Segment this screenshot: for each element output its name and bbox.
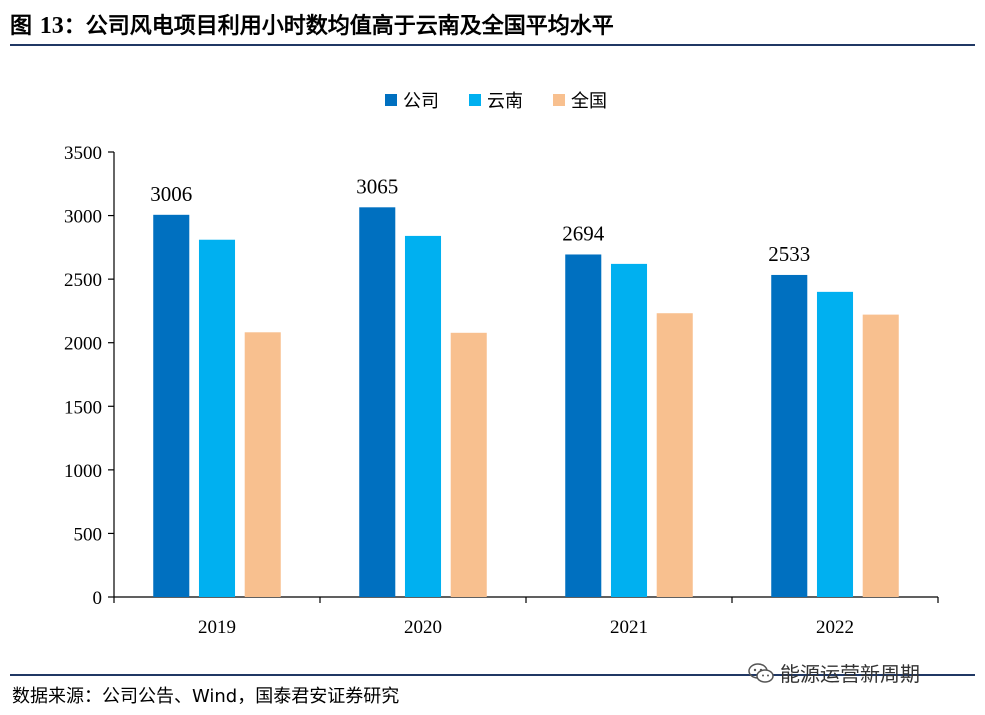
data-label: 2694 <box>562 221 605 245</box>
bar-公司-2019 <box>153 214 190 597</box>
watermark-text: 能源运营新周期 <box>780 662 920 686</box>
figure-title-text: ：公司风电项目利用小时数均值高于云南及全国平均水平 <box>63 14 614 39</box>
y-tick-label: 2000 <box>64 334 102 355</box>
bar-全国-2021 <box>656 313 693 597</box>
bar-公司-2020 <box>359 207 396 598</box>
y-tick-label: 0 <box>93 588 103 609</box>
y-tick-label: 500 <box>74 524 103 545</box>
data-label: 2533 <box>768 242 810 266</box>
bar-series <box>153 207 899 598</box>
y-tick-label: 3000 <box>64 207 102 228</box>
bar-全国-2019 <box>244 332 281 597</box>
source-note: 数据来源：公司公告、Wind，国泰君安证券研究 <box>12 686 400 707</box>
watermark: 能源运营新周期 <box>748 658 920 687</box>
x-tick-label: 2022 <box>816 617 854 638</box>
bar-全国-2022 <box>862 314 899 597</box>
y-axis: 0 500 1000 1500 2000 2500 3000 3500 <box>64 143 115 609</box>
x-axis: 2019 2020 2021 2022 <box>113 596 939 638</box>
bar-云南-2019 <box>198 239 236 597</box>
chart-legend: 公司 云南 全国 <box>385 91 607 112</box>
x-tick-label: 2020 <box>404 617 442 638</box>
bar-全国-2020 <box>450 332 487 597</box>
x-tick-label: 2021 <box>610 617 648 638</box>
legend-label: 公司 <box>403 91 439 112</box>
legend-swatch-全国 <box>553 94 565 106</box>
title-divider <box>10 44 975 46</box>
bar-云南-2021 <box>610 263 648 597</box>
bar-公司-2022 <box>771 274 808 597</box>
legend-swatch-公司 <box>385 94 397 106</box>
bar-公司-2021 <box>565 254 602 597</box>
x-tick-label: 2019 <box>198 617 236 638</box>
bar-云南-2020 <box>404 235 442 597</box>
data-labels: 3006 3065 2694 2533 <box>150 174 810 266</box>
figure-label: 图 <box>10 14 33 39</box>
wechat-icon <box>748 662 774 683</box>
y-tick-label: 3500 <box>64 143 102 164</box>
y-tick-label: 1500 <box>64 397 102 418</box>
y-tick-label: 1000 <box>64 461 102 482</box>
figure-title: 图 13：公司风电项目利用小时数均值高于云南及全国平均水平 <box>10 8 614 40</box>
data-label: 3065 <box>356 174 398 198</box>
figure-number: 13 <box>39 13 64 39</box>
legend-label: 云南 <box>487 91 523 112</box>
legend-label: 全国 <box>571 91 607 112</box>
bar-chart: 公司 云南 全国 0 500 1000 1500 2000 2500 3000 3500 2019… <box>64 91 939 638</box>
footer-divider <box>10 674 975 676</box>
data-label: 3006 <box>150 182 192 206</box>
bar-云南-2022 <box>816 291 854 597</box>
y-tick-label: 2500 <box>64 270 102 291</box>
legend-swatch-云南 <box>469 94 481 106</box>
